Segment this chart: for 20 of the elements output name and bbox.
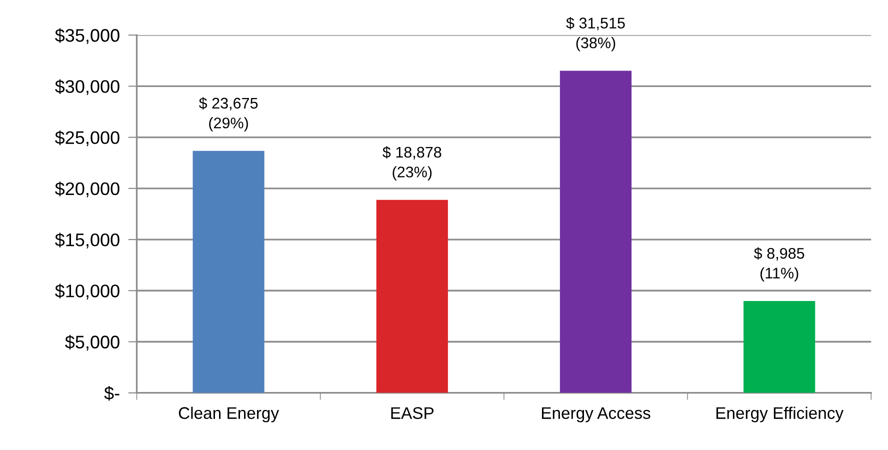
y-tick-label: $10,000 — [55, 284, 120, 300]
y-tick-label: $- — [104, 386, 120, 401]
data-label: $ 23,675 (29%) — [198, 97, 258, 132]
x-tick-label: Energy Access — [542, 407, 650, 422]
y-tick-label: $35,000 — [55, 28, 120, 44]
x-tick-label: EASP — [391, 407, 434, 419]
y-tick-label: $30,000 — [55, 79, 120, 96]
y-tick-label: $20,000 — [55, 182, 120, 198]
x-tick-label: Clean Energy — [178, 406, 280, 422]
x-tick-label: Energy Efficiency — [716, 406, 844, 422]
bar — [560, 70, 632, 393]
bar — [744, 301, 816, 393]
y-tick-label: $25,000 — [55, 130, 120, 146]
bar — [376, 200, 448, 393]
data-label: $ 18,878 (23%) — [382, 146, 442, 180]
data-label: $ 31,515 (38%) — [566, 17, 625, 52]
y-tick-label: $5,000 — [65, 334, 120, 351]
y-tick-label: $15,000 — [55, 232, 120, 248]
bar — [192, 150, 264, 393]
data-label: $ 8,985 (11%) — [754, 247, 804, 282]
